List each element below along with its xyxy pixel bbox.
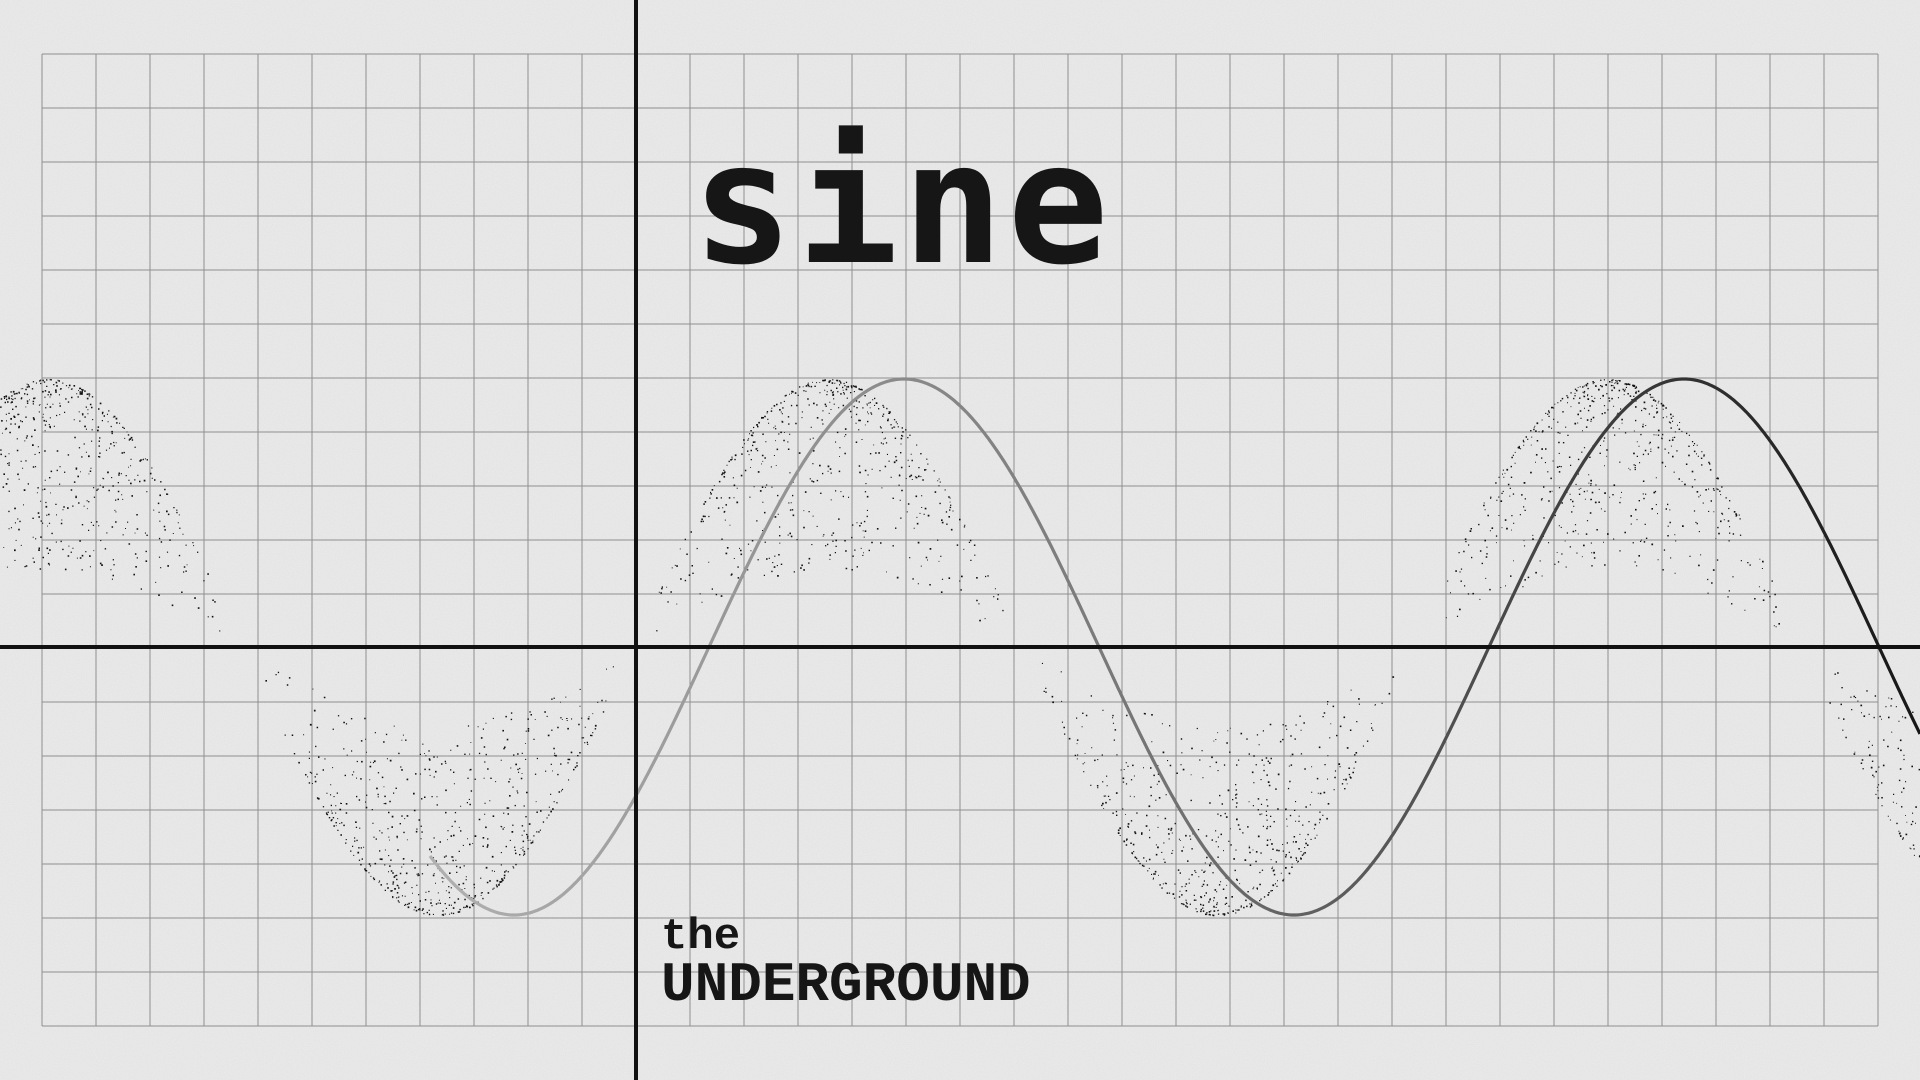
shifted-sine-curve <box>428 377 1920 917</box>
poster-title: sine <box>692 106 1113 302</box>
brand-line-the: the <box>661 912 740 962</box>
brand-line-underground: UNDERGROUND <box>661 953 1031 1017</box>
brand-logo: the UNDERGROUND <box>661 912 1031 1017</box>
graph-paper-grid <box>41 53 1879 1027</box>
